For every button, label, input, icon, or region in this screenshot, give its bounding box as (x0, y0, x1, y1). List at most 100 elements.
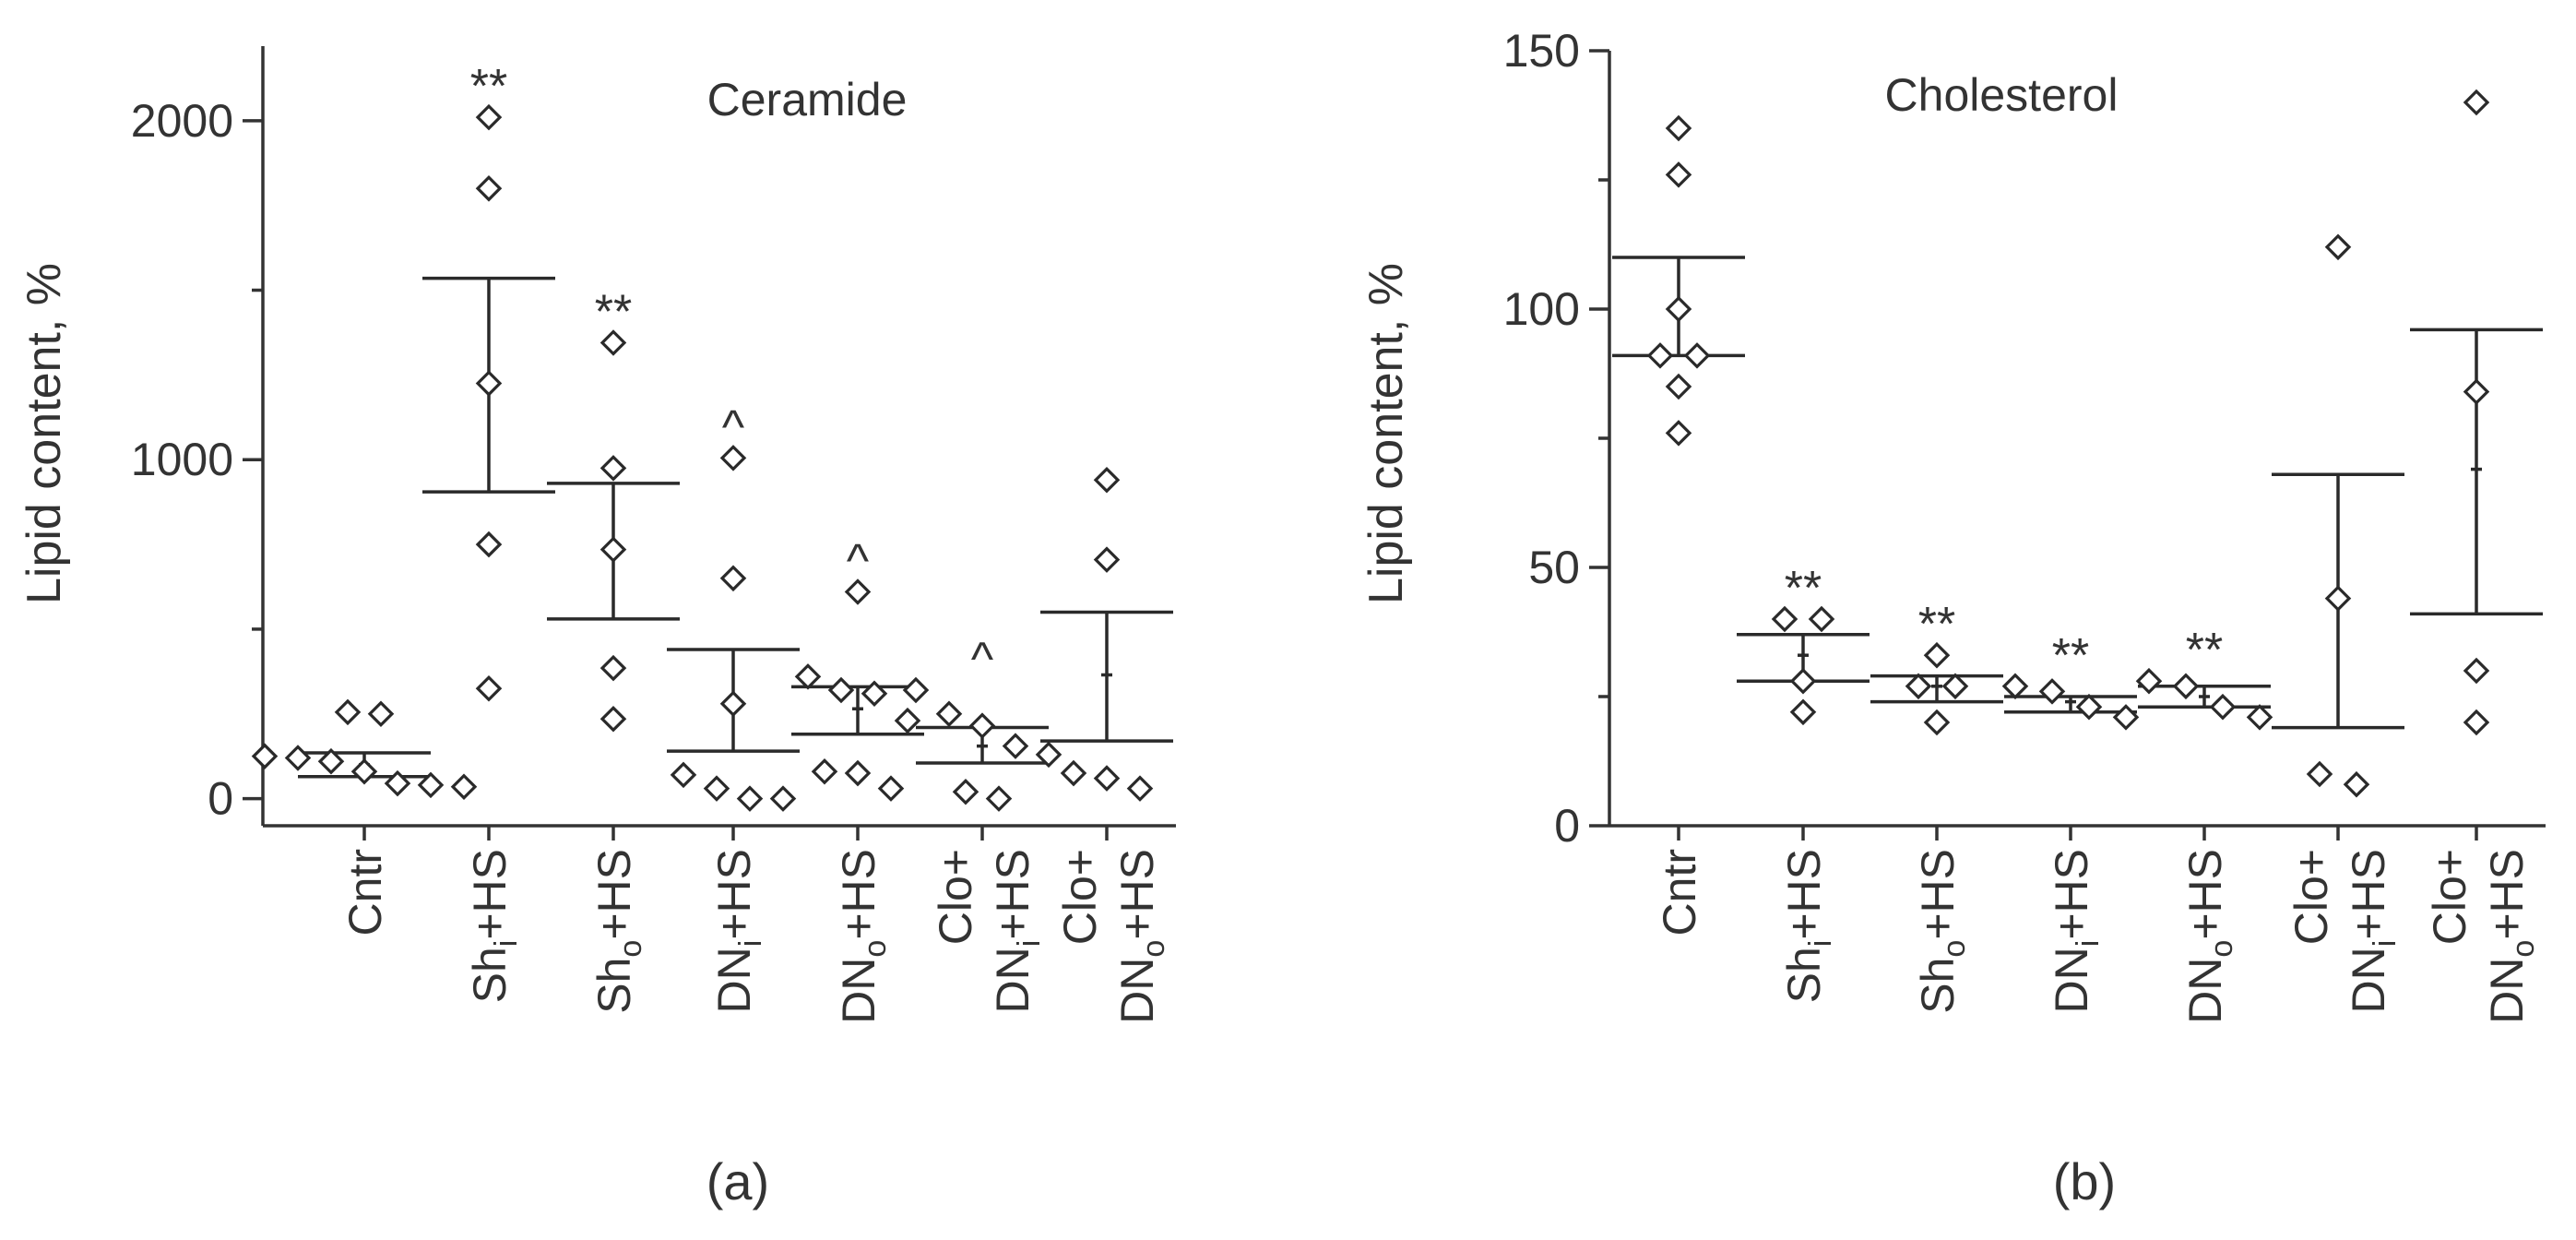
cholesterol-y-tick-label: 100 (1503, 283, 1580, 335)
data-point (935, 700, 963, 728)
data-point (703, 775, 730, 802)
data-point (811, 757, 838, 785)
data-point (1093, 546, 1121, 573)
data-point (284, 745, 312, 771)
data-point (1665, 161, 1692, 188)
cholesterol-group: ** Sho+HS (1870, 598, 2003, 1014)
data-point (1665, 373, 1692, 400)
significance-annotation: ** (1918, 598, 1955, 651)
data-point (1035, 741, 1062, 769)
category-label-suffix: +HS (708, 849, 760, 940)
category-label: Sho+HS (588, 849, 648, 1014)
data-point (2135, 667, 2163, 695)
data-point (1093, 765, 1121, 792)
data-point (1646, 342, 1674, 369)
significance-annotation: ** (470, 60, 507, 113)
data-point (1941, 673, 1969, 700)
data-point (599, 329, 627, 356)
category-label: Cntr (339, 849, 391, 936)
category-label: Clo+ (1054, 849, 1106, 945)
ceramide-y-tick-label: 1000 (131, 434, 233, 485)
category-label-suffix: +HS (1912, 849, 1964, 940)
data-point (475, 370, 503, 397)
category-label: DNo+HS (2179, 849, 2239, 1024)
data-point (2075, 693, 2103, 721)
data-point (794, 663, 822, 690)
cholesterol-y-label: Lipid content, % (1359, 263, 1413, 604)
cholesterol-group: ** DNo+HS (2135, 624, 2273, 1024)
category-label-suffix: +HS (1111, 849, 1163, 940)
ceramide-y-tick-label: 2000 (131, 95, 233, 147)
data-point (599, 706, 627, 733)
cholesterol-y-tick-label: 0 (1554, 800, 1580, 852)
data-point (1060, 759, 1087, 787)
data-point (719, 690, 747, 718)
data-point (719, 565, 747, 592)
data-point (894, 707, 921, 734)
category-label-subscript: o (1136, 940, 1171, 958)
data-point (1665, 295, 1692, 323)
data-point (861, 680, 888, 707)
cholesterol-group: Clo+DNi+HS (2272, 233, 2404, 1013)
category-label-subscript: i (489, 940, 524, 948)
data-point (1923, 641, 1951, 669)
category-label-suffix: +HS (464, 849, 516, 940)
data-point (475, 531, 503, 558)
data-point (350, 757, 378, 785)
data-point (952, 778, 979, 805)
category-label: DNi+HS (2046, 849, 2106, 1013)
category-label-main: Clo+ (1054, 849, 1106, 945)
cholesterol-group: ** Shi+HS (1737, 562, 1870, 1003)
category-label: Shi+HS (464, 849, 524, 1003)
category-label: Clo+ (2424, 849, 2475, 945)
category-label-main: DN (1111, 958, 1163, 1024)
data-point (2172, 673, 2200, 700)
category-label-suffix: +HS (588, 849, 640, 940)
category-label-main: DN (2481, 958, 2533, 1024)
data-point (877, 775, 905, 802)
category-label-subscript: i (1803, 940, 1838, 948)
ceramide-y-label: Lipid content, % (18, 263, 71, 604)
significance-annotation: ** (595, 285, 632, 339)
data-point (1808, 605, 1835, 633)
significance-annotation: ^ (847, 535, 870, 589)
category-label: Shi+HS (1778, 849, 1838, 1003)
data-point (475, 103, 503, 131)
category-label-suffix: +HS (2046, 849, 2097, 940)
cholesterol-y-tick-label: 50 (1528, 542, 1580, 593)
cholesterol-title: Cholesterol (1885, 69, 2119, 121)
data-point (251, 743, 279, 769)
data-point (317, 747, 345, 775)
category-label-suffix: +HS (2179, 849, 2231, 940)
data-point (1002, 733, 1029, 759)
significance-annotation: ^ (722, 400, 745, 454)
data-point (2463, 709, 2490, 736)
data-point (1093, 466, 1121, 494)
category-label: DNo+HS (1111, 849, 1171, 1024)
category-label-subscript: o (1937, 940, 1972, 958)
significance-annotation: ** (2052, 629, 2089, 683)
ceramide-group: Clo+DNo+HS (1040, 466, 1173, 1024)
category-label-suffix: +HS (987, 849, 1039, 940)
ceramide-panel: 0 1000 2000 Lipid content, % Ceramide (a) Cntr… (18, 46, 1176, 1210)
category-label-suffix: +HS (2343, 849, 2394, 940)
ceramide-group: ** Shi+HS (422, 60, 555, 1003)
data-point (736, 785, 764, 812)
category-label: DNi+HS (2343, 849, 2403, 1013)
category-label-main: Sh (1912, 958, 1964, 1014)
cholesterol-panel-label: (b) (2053, 1152, 2116, 1210)
data-point (599, 455, 627, 482)
category-label: DNo+HS (2481, 849, 2541, 1024)
ceramide-group: ^ Clo+DNi+HS (902, 633, 1062, 1013)
data-point (475, 175, 503, 202)
data-point (985, 785, 1013, 812)
category-label-main: Clo+ (2285, 849, 2337, 945)
data-point (2001, 673, 2029, 700)
data-point (1905, 673, 1932, 700)
data-point (599, 536, 627, 563)
data-point (1665, 114, 1692, 142)
ceramide-y-tick-label: 0 (208, 773, 233, 825)
data-point (599, 654, 627, 682)
cholesterol-panel: 0 50 100 150 Lipid content, % Cholesterol (b) C… (1359, 25, 2546, 1210)
